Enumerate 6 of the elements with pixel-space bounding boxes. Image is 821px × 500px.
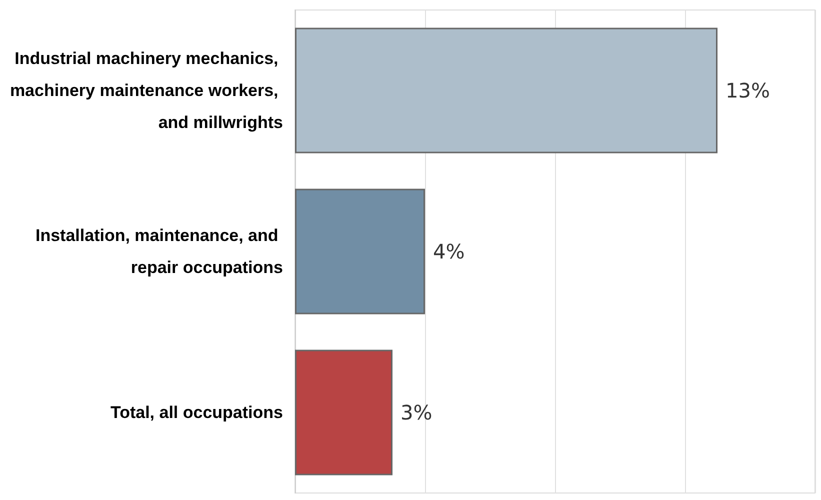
data-label: 3% — [400, 400, 432, 424]
data-label: 13% — [726, 78, 770, 102]
y-tick-label: Installation, maintenance, and repair occupations — [36, 226, 283, 277]
data-label: 4% — [433, 240, 465, 264]
y-tick-label: Total, all occupations — [110, 403, 283, 422]
y-tick-label: Industrial machinery mechanics, machinery maintenance workers, and millwrights — [10, 49, 283, 132]
